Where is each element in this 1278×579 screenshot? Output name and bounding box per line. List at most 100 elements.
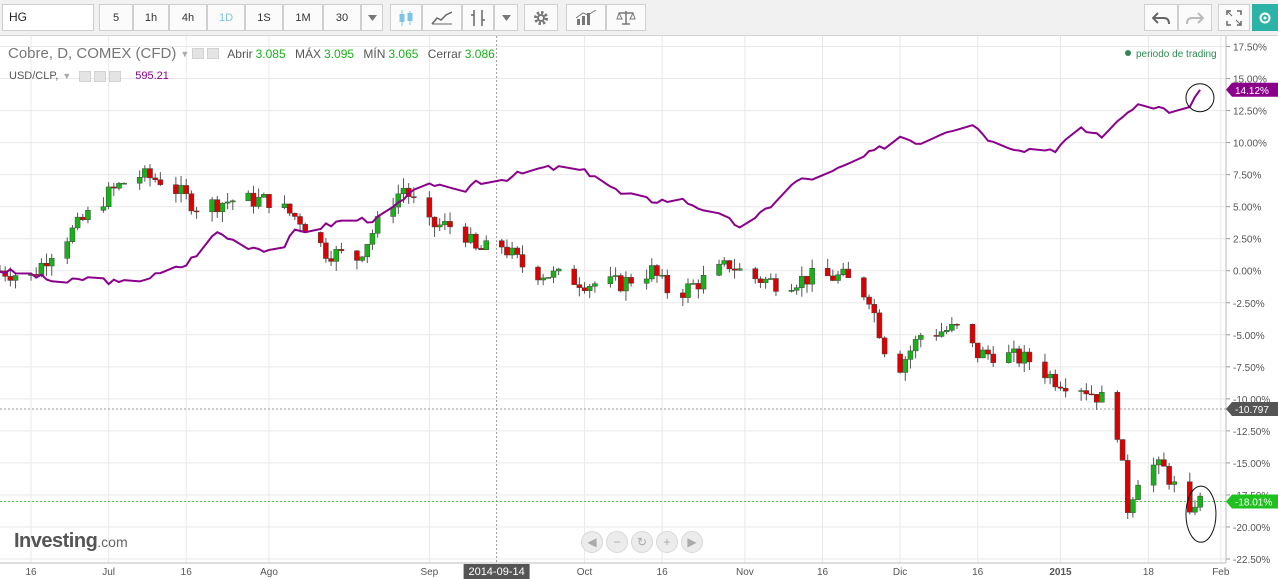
- series-settings-icon[interactable]: [79, 70, 92, 82]
- candle-body: [116, 183, 122, 189]
- candle-body: [1119, 439, 1126, 461]
- price-chart[interactable]: 16 Jul 16 Ago Sep Oct 16 Nov 16 Dic 16 2015 18 Feb 201…: [0, 36, 1278, 579]
- candle-body: [840, 268, 846, 276]
- zoom-in-icon[interactable]: +: [656, 531, 678, 553]
- candle-body: [183, 185, 189, 194]
- interval-1h-button[interactable]: 1h: [133, 4, 169, 31]
- candle-body: [317, 232, 324, 244]
- candle-body: [974, 342, 981, 359]
- chevron-down-icon[interactable]: [361, 4, 383, 31]
- compare-series-name[interactable]: USD/CLP,: [9, 70, 59, 82]
- x-tick-label: Dic: [893, 567, 907, 578]
- candle-body: [799, 275, 805, 288]
- candle-body: [121, 182, 127, 185]
- candle-body: [178, 185, 184, 194]
- compare-scale-icon[interactable]: [606, 4, 646, 31]
- high-label: MÁX: [295, 46, 322, 61]
- y-tick-label: -20.00%: [1233, 523, 1270, 534]
- settings-icon[interactable]: [1252, 4, 1278, 31]
- candle-body: [7, 276, 14, 281]
- interval-5-button[interactable]: 5: [99, 4, 133, 31]
- candle-body: [618, 275, 624, 292]
- x-tick-label: 2015: [1049, 567, 1072, 578]
- candle-body: [105, 186, 112, 207]
- series-settings-icon[interactable]: [192, 48, 205, 59]
- gear-icon[interactable]: [524, 4, 558, 31]
- candle-body: [292, 212, 298, 217]
- candle-body: [359, 256, 365, 261]
- interval-count-select[interactable]: 30: [323, 4, 361, 31]
- x-tick-label: Feb: [1212, 567, 1230, 578]
- y-tick-label: 10.00%: [1233, 139, 1267, 150]
- candle-body: [1161, 459, 1167, 467]
- candle-body: [1135, 484, 1141, 500]
- x-tick-label: 16: [817, 567, 829, 578]
- candle-body: [912, 339, 919, 352]
- candle-body: [1016, 348, 1022, 364]
- studies-icon[interactable]: [566, 4, 606, 31]
- close-label: Cerrar: [427, 46, 462, 61]
- chevron-down-icon[interactable]: ▼: [180, 48, 190, 59]
- undo-icon[interactable]: [1144, 4, 1178, 31]
- series-hide-icon[interactable]: [94, 70, 107, 82]
- candle-body: [266, 194, 272, 209]
- candle-body: [245, 192, 252, 202]
- candle-body: [483, 240, 490, 250]
- main-series-name[interactable]: Cobre, D, COMEX (CFD): [8, 45, 177, 62]
- candle-body: [85, 210, 91, 220]
- interval-1s-button[interactable]: 1S: [245, 4, 283, 31]
- candle-body: [297, 216, 303, 225]
- candle-body: [726, 260, 733, 270]
- interval-1m-button[interactable]: 1M: [283, 4, 323, 31]
- candle-body: [623, 277, 629, 292]
- series-remove-icon[interactable]: [109, 70, 122, 82]
- chevron-down-icon[interactable]: ▼: [62, 71, 72, 81]
- interval-4h-button[interactable]: 4h: [169, 4, 207, 31]
- candle-body: [261, 194, 267, 198]
- candle-body: [1093, 394, 1100, 403]
- indicators-icon[interactable]: [462, 4, 494, 31]
- ohlc-values: Abrir 3.085 MÁX 3.095 MÍN 3.065 Cerrar 3.086: [227, 47, 501, 61]
- candle-body: [193, 210, 200, 213]
- reset-zoom-icon[interactable]: ↻: [631, 531, 653, 553]
- candle-body: [721, 260, 727, 265]
- candle-body: [1047, 373, 1053, 379]
- zoom-out-icon[interactable]: −: [606, 531, 628, 553]
- interval-1d-button[interactable]: 1D: [207, 4, 245, 31]
- candle-body: [700, 275, 707, 290]
- dropdown-icon[interactable]: [494, 4, 518, 31]
- candle-body: [1150, 464, 1157, 486]
- y-tick-label: -5.00%: [1233, 331, 1265, 342]
- candle-body: [80, 216, 86, 220]
- y-tick-label: -7.50%: [1233, 363, 1265, 374]
- candle-body: [804, 275, 810, 285]
- candle-body: [788, 290, 795, 292]
- open-label: Abrir: [227, 46, 253, 61]
- scroll-right-icon[interactable]: ▶: [681, 531, 703, 553]
- compare-series-legend: USD/CLP, ▼ 595.21: [9, 70, 169, 82]
- candle-body: [943, 330, 950, 333]
- candle-body: [690, 283, 696, 285]
- scroll-left-icon[interactable]: ◀: [581, 531, 603, 553]
- symbol-input[interactable]: HG: [2, 4, 94, 31]
- candle-body: [830, 275, 836, 281]
- candle-body: [809, 267, 815, 285]
- candle-body: [338, 249, 345, 252]
- candle-body: [462, 226, 469, 243]
- candle-body: [793, 287, 800, 291]
- y-axis: 17.50% 15.00% 12.50% 10.00% 7.50% 5.00% 2.50% 0…: [1225, 36, 1270, 566]
- candle-body: [664, 275, 671, 294]
- area-chart-icon[interactable]: [422, 4, 462, 31]
- candle-body: [1171, 481, 1178, 485]
- candle-body: [902, 359, 909, 373]
- fullscreen-icon[interactable]: [1218, 4, 1250, 31]
- candles-icon[interactable]: [390, 4, 422, 31]
- last-value-label: -10.797: [1235, 405, 1269, 416]
- series-hide-icon[interactable]: [207, 48, 220, 59]
- candle-body: [69, 227, 76, 242]
- candle-body: [680, 292, 686, 298]
- candle-body: [478, 248, 484, 250]
- redo-icon[interactable]: [1178, 4, 1212, 31]
- candle-body: [866, 296, 872, 305]
- candle-body: [436, 224, 443, 228]
